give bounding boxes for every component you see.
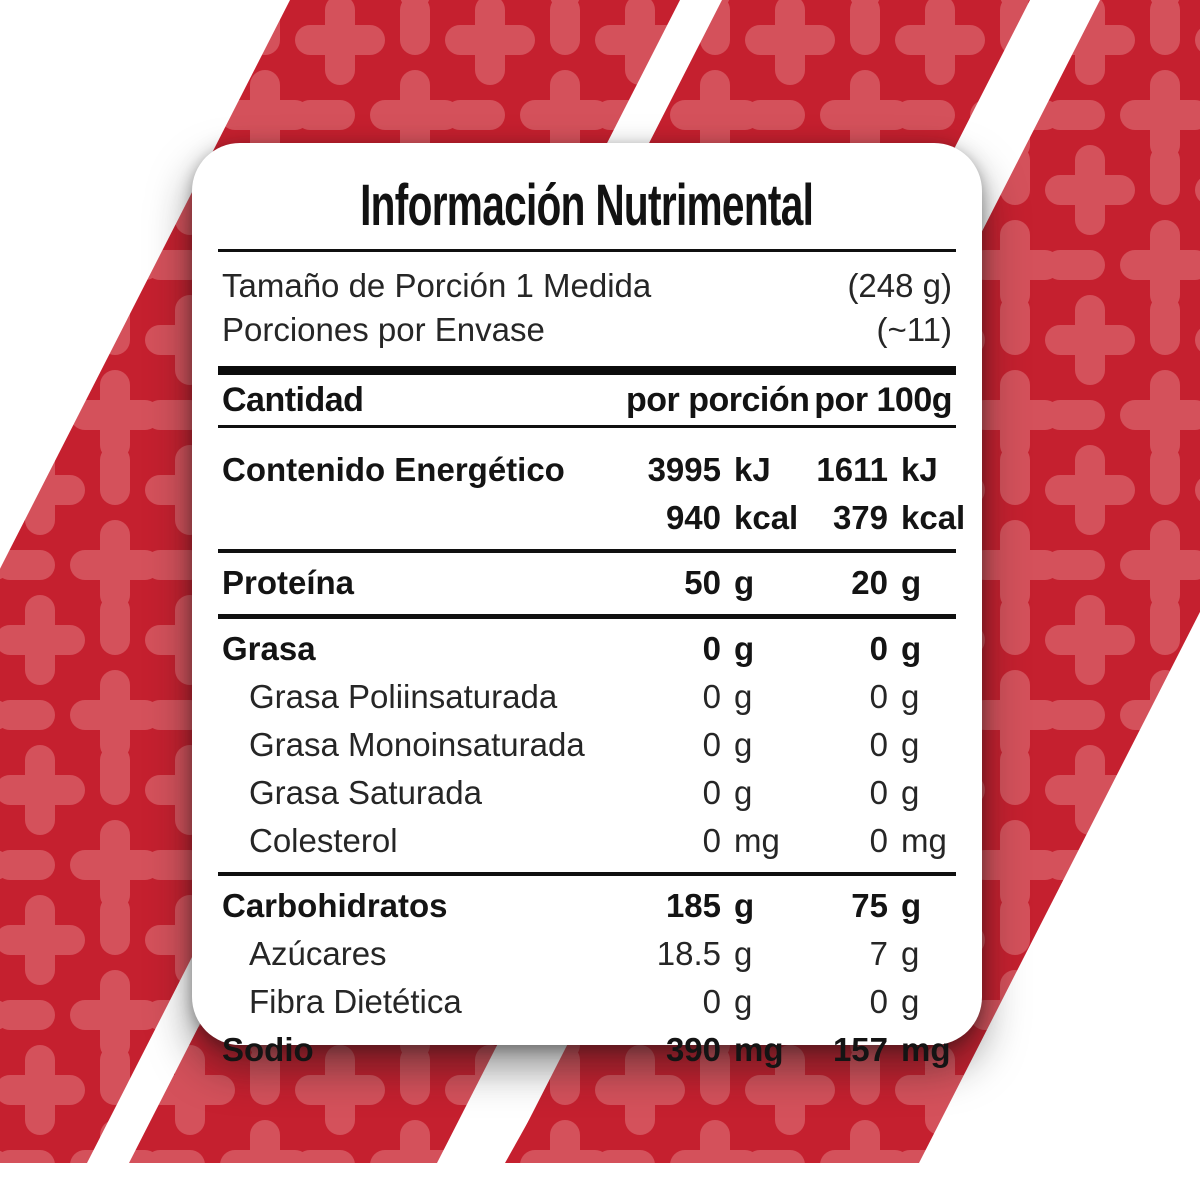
nutrient-label: Grasa Poliinsaturada [249,678,558,715]
value-per-serving: 940 [665,499,721,536]
nutrient-row: 940 kcal 379 kcal [218,494,966,542]
value-per-100g: 0 [869,630,888,667]
nutrient-row: Contenido Energético 3995 kJ 1611 kJ [218,446,956,494]
unit-per-serving: mg [734,822,780,859]
value-per-100g: 20 [851,564,888,601]
column-header-per-100g: por 100g [814,380,952,419]
nutrient-label: Colesterol [249,822,398,859]
nutrient-label: Azúcares [249,935,387,972]
unit-per-100g: g [901,678,920,715]
value-per-100g: 379 [832,499,888,536]
value-per-serving: 0 [702,678,721,715]
servings-per-container-label: Porciones por Envase [222,311,545,348]
card-title: Información Nutrimental [218,173,956,239]
value-per-100g: 75 [851,887,888,924]
nutrient-label: Proteína [222,564,355,601]
unit-per-100g: kJ [901,451,938,488]
nutrient-row: Grasa Saturada 0 g 0 g [218,769,956,817]
nutrient-label: Grasa [222,630,316,667]
servings-per-container-row: Porciones por Envase (~11) [218,308,956,352]
nutrient-row: Grasa 0 g 0 g [218,625,956,673]
unit-per-100g: g [901,935,920,972]
nutrient-row: Colesterol 0 mg 0 mg [218,817,956,865]
value-per-serving: 185 [665,887,721,924]
nutrient-label: Contenido Energético [222,451,565,488]
value-per-100g: 1611 [816,451,888,488]
unit-per-serving: g [734,564,755,601]
unit-per-100g: g [901,726,920,763]
value-per-serving: 0 [702,630,721,667]
column-header-quantity: Cantidad [222,380,364,419]
thick-separator-bar [218,366,956,375]
unit-per-100g: mg [901,1031,951,1068]
unit-per-serving: g [734,774,753,811]
unit-per-serving: kcal [734,499,799,536]
nutrient-row: Grasa Poliinsaturada 0 g 0 g [218,673,956,721]
serving-size-row: Tamaño de Porción 1 Medida (248 g) [218,264,956,308]
unit-per-serving: kJ [734,451,771,488]
rule-under-header [218,425,956,428]
value-per-serving: 0 [702,726,721,763]
unit-per-serving: g [734,726,753,763]
nutrient-row: Azúcares 18.5 g 7 g [218,930,956,978]
section-rule [218,549,956,553]
nutrient-label: Fibra Dietética [249,983,462,1020]
unit-per-100g: kcal [901,499,966,536]
unit-per-100g: g [901,774,920,811]
unit-per-serving: mg [734,1031,784,1068]
serving-size-value: (248 g) [847,267,952,304]
unit-per-serving: g [734,630,755,667]
value-per-100g: 0 [869,983,888,1020]
nutrient-label: Sodio [222,1031,314,1068]
value-per-100g: 0 [869,726,888,763]
nutrient-row: Sodio 390 mg 157 mg [218,1026,956,1074]
nutrient-rows: Contenido Energético 3995 kJ 1611 kJ 940… [218,446,966,1074]
unit-per-100g: g [901,630,922,667]
section-rule [218,872,956,876]
value-per-100g: 157 [832,1031,888,1068]
rule-under-title [218,249,956,252]
unit-per-serving: g [734,935,753,972]
value-per-serving: 3995 [647,451,721,488]
unit-per-serving: g [734,887,755,924]
section-rule [218,614,956,619]
value-per-100g: 7 [869,935,888,972]
unit-per-100g: g [901,983,920,1020]
nutrient-label: Carbohidratos [222,887,448,924]
card-title-text: Información Nutrimental [360,173,814,238]
value-per-serving: 50 [684,564,721,601]
value-per-100g: 0 [869,822,888,859]
nutrient-row: Proteína 50 g 20 g [218,559,956,607]
value-per-serving: 0 [702,822,721,859]
column-header-row: Cantidad por porción por 100g [218,375,956,425]
nutrient-label: Grasa Saturada [249,774,482,811]
value-per-serving: 18.5 [656,935,721,972]
column-header-per-serving: por porción [626,380,810,419]
unit-per-serving: g [734,983,753,1020]
serving-section: Tamaño de Porción 1 Medida (248 g) Porci… [218,264,956,352]
nutrient-row: Fibra Dietética 0 g 0 g [218,978,956,1026]
nutrient-row: Grasa Monoinsaturada 0 g 0 g [218,721,956,769]
nutrient-label: Grasa Monoinsaturada [249,726,585,763]
value-per-serving: 0 [702,774,721,811]
unit-per-serving: g [734,678,753,715]
unit-per-100g: g [901,887,922,924]
unit-per-100g: g [901,564,922,601]
serving-size-label: Tamaño de Porción 1 Medida [222,267,652,304]
nutrient-row: Carbohidratos 185 g 75 g [218,882,956,930]
unit-per-100g: mg [901,822,947,859]
value-per-serving: 390 [665,1031,721,1068]
value-per-serving: 0 [702,983,721,1020]
servings-per-container-value: (~11) [876,311,952,348]
value-per-100g: 0 [869,678,888,715]
nutrition-card: Información Nutrimental Tamaño de Porció… [192,143,982,1068]
value-per-100g: 0 [869,774,888,811]
